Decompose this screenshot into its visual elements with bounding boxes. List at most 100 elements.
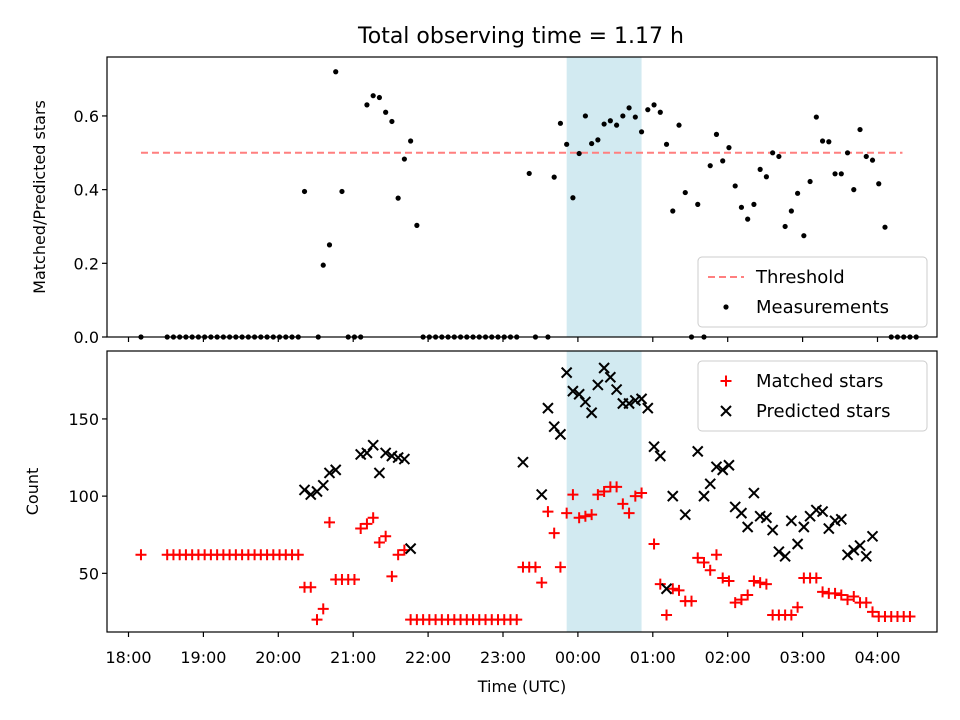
- data-point: [738, 204, 745, 210]
- data-point: [320, 262, 326, 268]
- highlight-band: [566, 57, 642, 337]
- y-tick-label: 0.0: [74, 328, 99, 347]
- data-point: [770, 150, 776, 156]
- data-point: [704, 478, 716, 490]
- data-point: [663, 141, 670, 147]
- data-point: [383, 109, 389, 115]
- data-point: [735, 507, 748, 519]
- data-point: [667, 583, 679, 595]
- data-point: [717, 572, 729, 584]
- legend: Threshold Measurements: [697, 256, 928, 328]
- data-point: [586, 509, 598, 521]
- data-point: [398, 453, 411, 465]
- data-point: [682, 189, 688, 196]
- y-axis-label: Count: [23, 468, 42, 516]
- data-point: [813, 114, 819, 120]
- data-point: [373, 536, 385, 548]
- data-point: [317, 603, 329, 615]
- data-point: [661, 609, 673, 621]
- data-point: [751, 201, 757, 207]
- data-point: [838, 171, 844, 177]
- data-point: [645, 107, 651, 113]
- data-point: [748, 487, 760, 499]
- data-point: [389, 118, 395, 125]
- data-point: [395, 195, 401, 201]
- data-point: [542, 506, 554, 518]
- data-point: [592, 379, 604, 391]
- data-point: [635, 393, 648, 405]
- data-point: [554, 561, 566, 573]
- data-point: [757, 166, 763, 172]
- data-point: [704, 564, 716, 576]
- data-point: [305, 581, 317, 593]
- data-point: [710, 549, 722, 561]
- x-tick-label: 23:00: [480, 648, 526, 667]
- data-point: [326, 242, 333, 248]
- series-predicted-stars: [298, 362, 879, 595]
- data-point: [573, 388, 585, 400]
- data-point: [604, 371, 617, 383]
- data-point: [723, 575, 735, 587]
- data-point: [379, 447, 392, 459]
- series-matched-stars: [135, 481, 916, 626]
- data-point: [835, 589, 847, 601]
- data-point: [732, 183, 738, 189]
- data-point: [676, 122, 682, 128]
- data-point: [551, 174, 557, 180]
- data-point: [819, 138, 826, 144]
- data-point: [364, 102, 370, 108]
- data-point: [720, 158, 726, 164]
- data-point: [726, 145, 732, 151]
- data-point: [623, 397, 635, 410]
- data-point: [695, 201, 701, 207]
- data-point: [670, 208, 676, 214]
- x-tick-label: 01:00: [630, 648, 676, 667]
- data-point: [869, 157, 876, 163]
- data-point: [657, 109, 663, 115]
- data-point: [729, 597, 741, 609]
- x-tick-label: 02:00: [705, 648, 751, 667]
- data-point: [370, 93, 376, 99]
- data-point: [792, 601, 804, 613]
- data-point: [782, 223, 788, 230]
- data-point: [570, 195, 576, 201]
- legend-label: Threshold: [755, 267, 845, 288]
- data-point: [816, 505, 829, 518]
- chart-title: Total observing time = 1.17 h: [357, 24, 684, 49]
- data-point: [623, 507, 635, 519]
- data-point: [367, 512, 379, 524]
- data-point: [791, 538, 804, 550]
- data-point: [882, 224, 888, 230]
- data-point: [741, 521, 754, 533]
- data-point: [542, 402, 554, 414]
- legend-box: [697, 256, 928, 328]
- data-point: [301, 188, 308, 195]
- data-point: [585, 407, 598, 419]
- legend-box: [697, 360, 928, 432]
- data-point: [592, 489, 604, 501]
- data-point: [557, 120, 564, 126]
- data-point: [373, 467, 386, 479]
- data-point: [829, 587, 841, 599]
- x-tick-label: 22:00: [405, 648, 451, 667]
- data-point: [785, 609, 797, 621]
- axes-frame: [106, 56, 938, 338]
- data-point: [848, 544, 860, 556]
- data-point: [517, 456, 529, 468]
- data-point: [617, 498, 629, 510]
- data-point: [611, 481, 623, 493]
- data-point: [613, 122, 620, 128]
- legend-label: Matched stars: [756, 371, 883, 392]
- data-point: [860, 597, 872, 609]
- data-point: [554, 428, 567, 441]
- data-point: [760, 512, 773, 524]
- x-tick-label: 04:00: [854, 648, 900, 667]
- data-point: [745, 216, 751, 222]
- data-point: [667, 490, 679, 502]
- data-point: [685, 595, 697, 607]
- legend-label: Measurements: [756, 297, 889, 318]
- data-point: [311, 614, 323, 626]
- data-point: [776, 153, 782, 160]
- y-axis-label: Matched/Predicted stars: [30, 100, 49, 294]
